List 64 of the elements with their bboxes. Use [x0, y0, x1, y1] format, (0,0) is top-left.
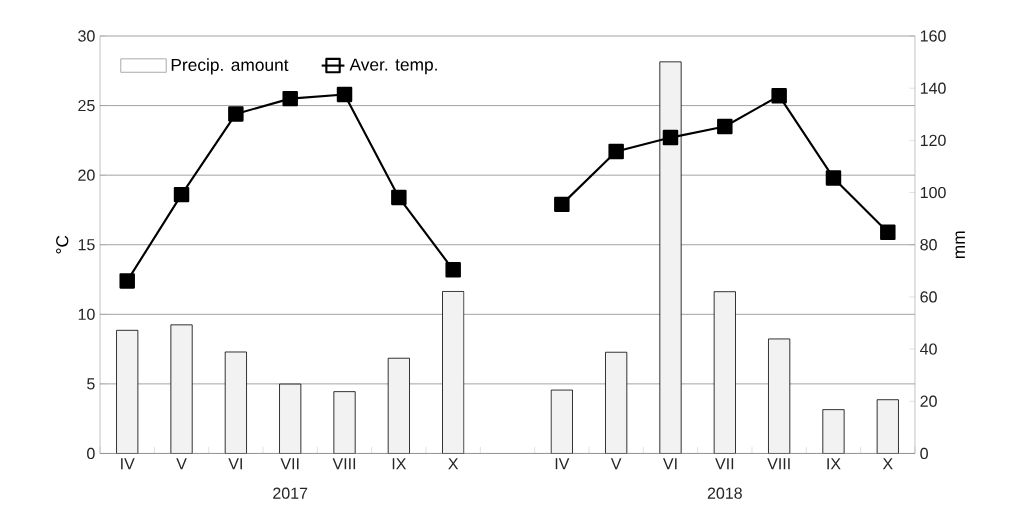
x-tick-label: V — [610, 458, 622, 470]
point — [608, 143, 624, 160]
x-tick-label: VII — [280, 458, 299, 470]
x-tick-label: X — [882, 458, 893, 470]
point — [825, 170, 842, 186]
point — [228, 106, 244, 122]
y-tick-label: 30 — [78, 30, 95, 42]
y2-tick-label: 140 — [920, 82, 946, 94]
text: 2017 — [273, 487, 308, 499]
point — [445, 261, 461, 278]
legend-label: Aver. temp. — [349, 58, 437, 75]
x-tick-label: V — [176, 458, 187, 470]
bar — [116, 329, 139, 454]
legend-label: Precip. amount — [171, 58, 289, 75]
point — [554, 196, 570, 213]
y2-tick-label: 0 — [920, 447, 928, 460]
bar — [605, 351, 628, 454]
point — [717, 118, 733, 135]
point — [771, 88, 787, 104]
x-tick-label: X — [448, 458, 459, 470]
y-tick-label: 10 — [78, 308, 95, 320]
bar — [333, 391, 356, 454]
x-tick-label: IV — [121, 458, 135, 470]
y-tick-label: 15 — [78, 239, 95, 251]
bar — [442, 290, 465, 454]
text: 2018 — [707, 487, 742, 499]
bar — [387, 357, 410, 454]
y2-tick-label: 80 — [920, 239, 937, 251]
y2-tick-label: 120 — [920, 134, 946, 146]
x-tick-label: IV — [555, 458, 570, 470]
x-tick-label: IX — [827, 458, 841, 470]
y2-tick-label: 20 — [920, 395, 937, 407]
y2-tick-label: 60 — [920, 291, 937, 303]
x-tick-label: IX — [392, 458, 407, 470]
y-axis-title: °C — [56, 235, 69, 254]
x-tick-label: VIII — [767, 458, 790, 470]
point — [880, 224, 896, 240]
bar — [659, 61, 682, 454]
y-tick-label: 0 — [87, 447, 95, 460]
y-tick-label: 25 — [78, 99, 95, 112]
x-tick-label: VIII — [332, 458, 356, 470]
x-tick-label: VII — [715, 458, 734, 470]
bar — [279, 383, 302, 454]
point — [173, 186, 190, 203]
bar — [550, 389, 573, 454]
point — [662, 129, 679, 146]
bar — [822, 409, 845, 454]
point — [282, 90, 298, 107]
bar — [876, 399, 899, 454]
bar — [713, 291, 736, 454]
y-tick-label: 20 — [78, 169, 95, 181]
bar — [170, 324, 193, 454]
y-tick-label: 5 — [87, 378, 95, 390]
y2-tick-label: 100 — [920, 186, 946, 199]
bar — [224, 351, 247, 454]
point — [119, 273, 135, 289]
x-tick-label: VI — [662, 458, 677, 470]
y2-tick-label: 40 — [920, 343, 937, 355]
y2-axis-title: mm — [955, 231, 965, 258]
point — [336, 86, 353, 103]
x-tick-label: VI — [228, 458, 242, 470]
bar — [768, 338, 791, 454]
y2-tick-label: 160 — [920, 30, 946, 42]
point — [391, 189, 407, 206]
